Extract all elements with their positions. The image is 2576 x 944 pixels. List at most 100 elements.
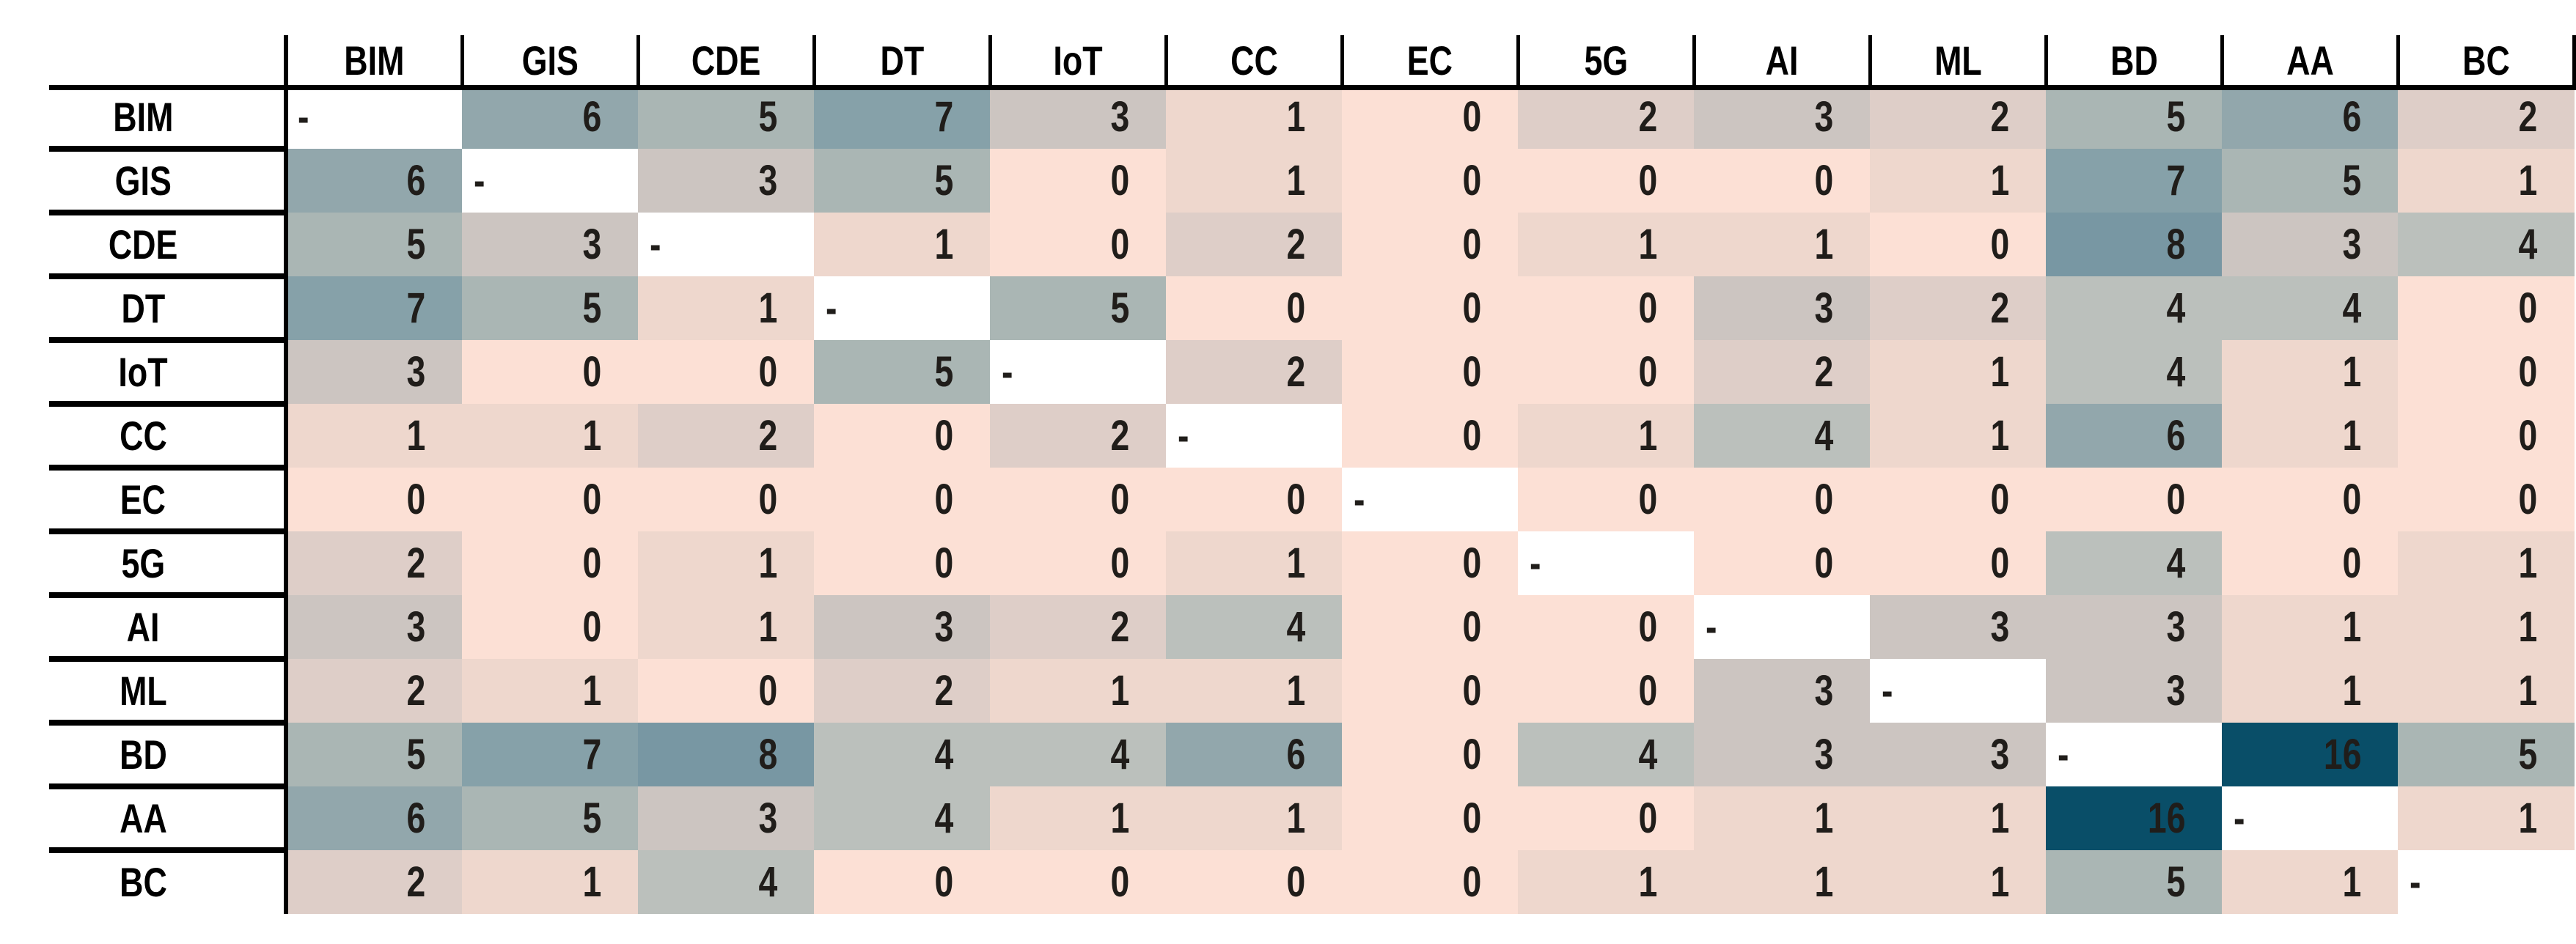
matrix-cell-BC-IoT: 0: [990, 850, 1167, 914]
row-header-label: IoT: [118, 349, 168, 395]
matrix-cell-BD-AI: 3: [1694, 723, 1871, 786]
col-header-label: GIS: [521, 37, 579, 84]
cell-value: 0: [1638, 794, 1658, 842]
matrix-cell-BC-DT: 0: [814, 850, 991, 914]
cell-value: 5: [934, 157, 954, 204]
matrix-cell-AI-EC: 0: [1342, 595, 1519, 659]
diagonal-cell-ML: -: [1870, 659, 2047, 723]
cell-value: 1: [1286, 93, 1306, 141]
row-header-label: AI: [126, 604, 160, 650]
matrix-cell-BD-GIS: 7: [462, 723, 639, 786]
matrix-cell-5G-GIS: 0: [462, 531, 639, 595]
matrix-cell-CC-5G: 1: [1518, 404, 1695, 468]
cell-value: 1: [1814, 794, 1834, 842]
col-header-5G: 5G: [1516, 35, 1695, 85]
matrix-cell-ML-DT: 2: [814, 659, 991, 723]
cell-value: 4: [2518, 221, 2538, 268]
matrix-cell-IoT-AA: 1: [2222, 340, 2399, 404]
cell-value: 0: [1462, 858, 1482, 906]
matrix-cell-AA-IoT: 1: [990, 786, 1167, 850]
cell-value: 0: [934, 539, 954, 587]
matrix-cell-EC-AA: 0: [2222, 468, 2399, 531]
diagonal-cell-CDE: -: [638, 213, 815, 276]
cell-value: 2: [1110, 603, 1130, 651]
cell-value: 2: [1638, 93, 1658, 141]
cell-value: 3: [1814, 284, 1834, 332]
cell-value: 0: [758, 667, 778, 715]
matrix-cell-DT-ML: 2: [1870, 276, 2047, 340]
matrix-cell-AA-BD: 16: [2046, 786, 2223, 850]
cell-value: 8: [2166, 221, 2186, 268]
cell-value: 1: [1638, 858, 1658, 906]
matrix-cell-ML-AI: 3: [1694, 659, 1871, 723]
cell-value: 0: [1814, 476, 1834, 523]
diagonal-cell-EC: -: [1342, 468, 1519, 531]
matrix-cell-BIM-ML: 2: [1870, 85, 2047, 149]
cell-value: 3: [1814, 667, 1834, 715]
row-header-DT: DT: [0, 276, 286, 343]
matrix-cell-GIS-EC: 0: [1342, 149, 1519, 213]
matrix-cell-ML-AA: 1: [2222, 659, 2399, 723]
cell-value: 6: [582, 93, 602, 141]
cell-value: 2: [934, 667, 954, 715]
cell-value: 2: [406, 667, 426, 715]
cell-value: 5: [582, 794, 602, 842]
cell-value: 5: [758, 93, 778, 141]
matrix-cell-AI-IoT: 2: [990, 595, 1167, 659]
matrix-cell-5G-AA: 0: [2222, 531, 2399, 595]
cell-value: 0: [2166, 476, 2186, 523]
matrix-cell-DT-AI: 3: [1694, 276, 1871, 340]
matrix-cell-AI-CDE: 1: [638, 595, 815, 659]
cell-value: 2: [2518, 93, 2538, 141]
cell-value: 4: [1110, 731, 1130, 778]
matrix-cell-BD-AA: 16: [2222, 723, 2399, 786]
cell-value: 7: [934, 93, 954, 141]
cell-value: 4: [1286, 603, 1306, 651]
cell-value: 6: [2166, 412, 2186, 460]
matrix-cell-BD-CDE: 8: [638, 723, 815, 786]
matrix-cell-5G-CDE: 1: [638, 531, 815, 595]
cell-value: 2: [1286, 348, 1306, 396]
cell-value: 1: [1990, 858, 2010, 906]
matrix-cell-AI-GIS: 0: [462, 595, 639, 659]
matrix-cell-DT-GIS: 5: [462, 276, 639, 340]
cell-value: 2: [1110, 412, 1130, 460]
matrix-cell-AA-GIS: 5: [462, 786, 639, 850]
diagonal-dash: -: [2058, 731, 2069, 778]
cell-value: 1: [2342, 858, 2362, 906]
cell-value: 1: [406, 412, 426, 460]
cell-value: 0: [934, 858, 954, 906]
cell-value: 1: [758, 539, 778, 587]
cell-value: 0: [1462, 731, 1482, 778]
matrix-cell-BIM-DT: 7: [814, 85, 991, 149]
cell-value: 3: [582, 221, 602, 268]
matrix-cell-IoT-AI: 2: [1694, 340, 1871, 404]
cell-value: 0: [582, 348, 602, 396]
diagonal-dash: -: [1354, 476, 1365, 523]
cell-value: 0: [1462, 603, 1482, 651]
matrix-cell-CDE-EC: 0: [1342, 213, 1519, 276]
cell-value: 5: [582, 284, 602, 332]
matrix-cell-5G-BC: 1: [2398, 531, 2575, 595]
cell-value: 0: [1462, 157, 1482, 204]
cell-value: 3: [1814, 731, 1834, 778]
row-header-label: BC: [119, 859, 167, 905]
cell-value: 0: [1638, 667, 1658, 715]
col-header-AA: AA: [2220, 35, 2399, 85]
diagonal-cell-5G: -: [1518, 531, 1695, 595]
matrix-cell-AA-BC: 1: [2398, 786, 2575, 850]
cell-value: 0: [1462, 284, 1482, 332]
cell-value: 3: [934, 603, 954, 651]
matrix-row-ML: ML 2 1 0 2 1 1 0 0 3-3 1 1: [0, 659, 2575, 726]
cell-value: 1: [2518, 157, 2538, 204]
matrix-cell-DT-IoT: 5: [990, 276, 1167, 340]
row-header-label: AA: [119, 795, 167, 841]
matrix-cell-BIM-CC: 1: [1166, 85, 1343, 149]
cell-value: 1: [1990, 348, 2010, 396]
cell-value: 0: [1462, 794, 1482, 842]
matrix-cell-BD-ML: 3: [1870, 723, 2047, 786]
matrix-cell-CDE-CC: 2: [1166, 213, 1343, 276]
row-header-5G: 5G: [0, 531, 286, 598]
row-header-label: DT: [121, 285, 165, 331]
matrix-cell-DT-AA: 4: [2222, 276, 2399, 340]
